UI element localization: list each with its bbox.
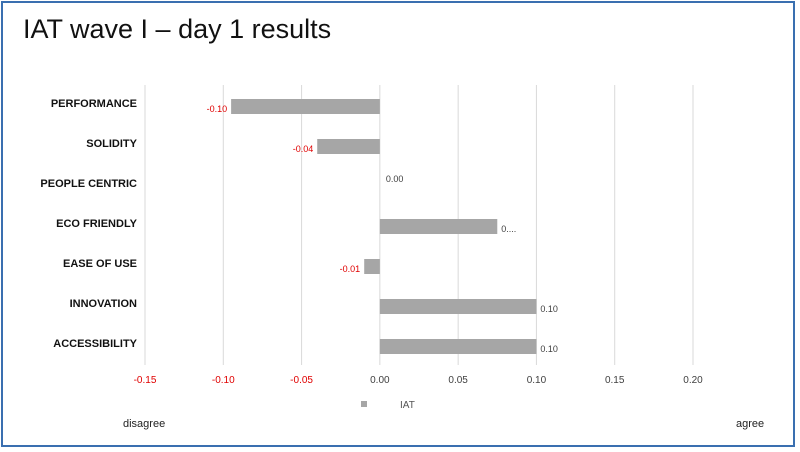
category-label: EASE OF USE	[63, 258, 137, 270]
x-tick-label: -0.05	[290, 375, 313, 386]
data-label: -0.10	[207, 104, 228, 114]
agree-label: agree	[736, 418, 765, 430]
category-label: INNOVATION	[70, 298, 137, 310]
legend-label: IAT	[400, 400, 415, 411]
bar	[364, 259, 380, 274]
data-label: -0.04	[293, 144, 314, 154]
data-label: 0.10	[540, 304, 558, 314]
bar	[231, 99, 380, 114]
category-label: ACCESSIBILITY	[53, 338, 137, 350]
data-label: 0....	[501, 224, 516, 234]
legend-swatch	[361, 401, 367, 407]
x-tick-label: -0.10	[212, 375, 235, 386]
x-tick-label: 0.00	[370, 375, 390, 386]
category-label: PEOPLE CENTRIC	[40, 178, 137, 190]
x-tick-label: 0.05	[448, 375, 468, 386]
disagree-label: disagree	[123, 418, 166, 430]
data-label: -0.01	[340, 264, 361, 274]
x-tick-label: -0.15	[134, 375, 157, 386]
bar	[379, 299, 537, 314]
bar	[379, 339, 537, 354]
bar	[379, 219, 498, 234]
x-tick-label: 0.15	[605, 375, 625, 386]
category-label: ECO FRIENDLY	[56, 218, 138, 230]
x-tick-label: 0.20	[683, 375, 703, 386]
x-tick-label: 0.10	[527, 375, 547, 386]
data-label: 0.10	[540, 344, 558, 354]
category-label: SOLIDITY	[86, 138, 137, 150]
page-title: IAT wave I – day 1 results	[23, 14, 332, 44]
category-label: PERFORMANCE	[51, 98, 137, 110]
data-label: 0.00	[386, 174, 404, 184]
bar	[317, 139, 380, 154]
